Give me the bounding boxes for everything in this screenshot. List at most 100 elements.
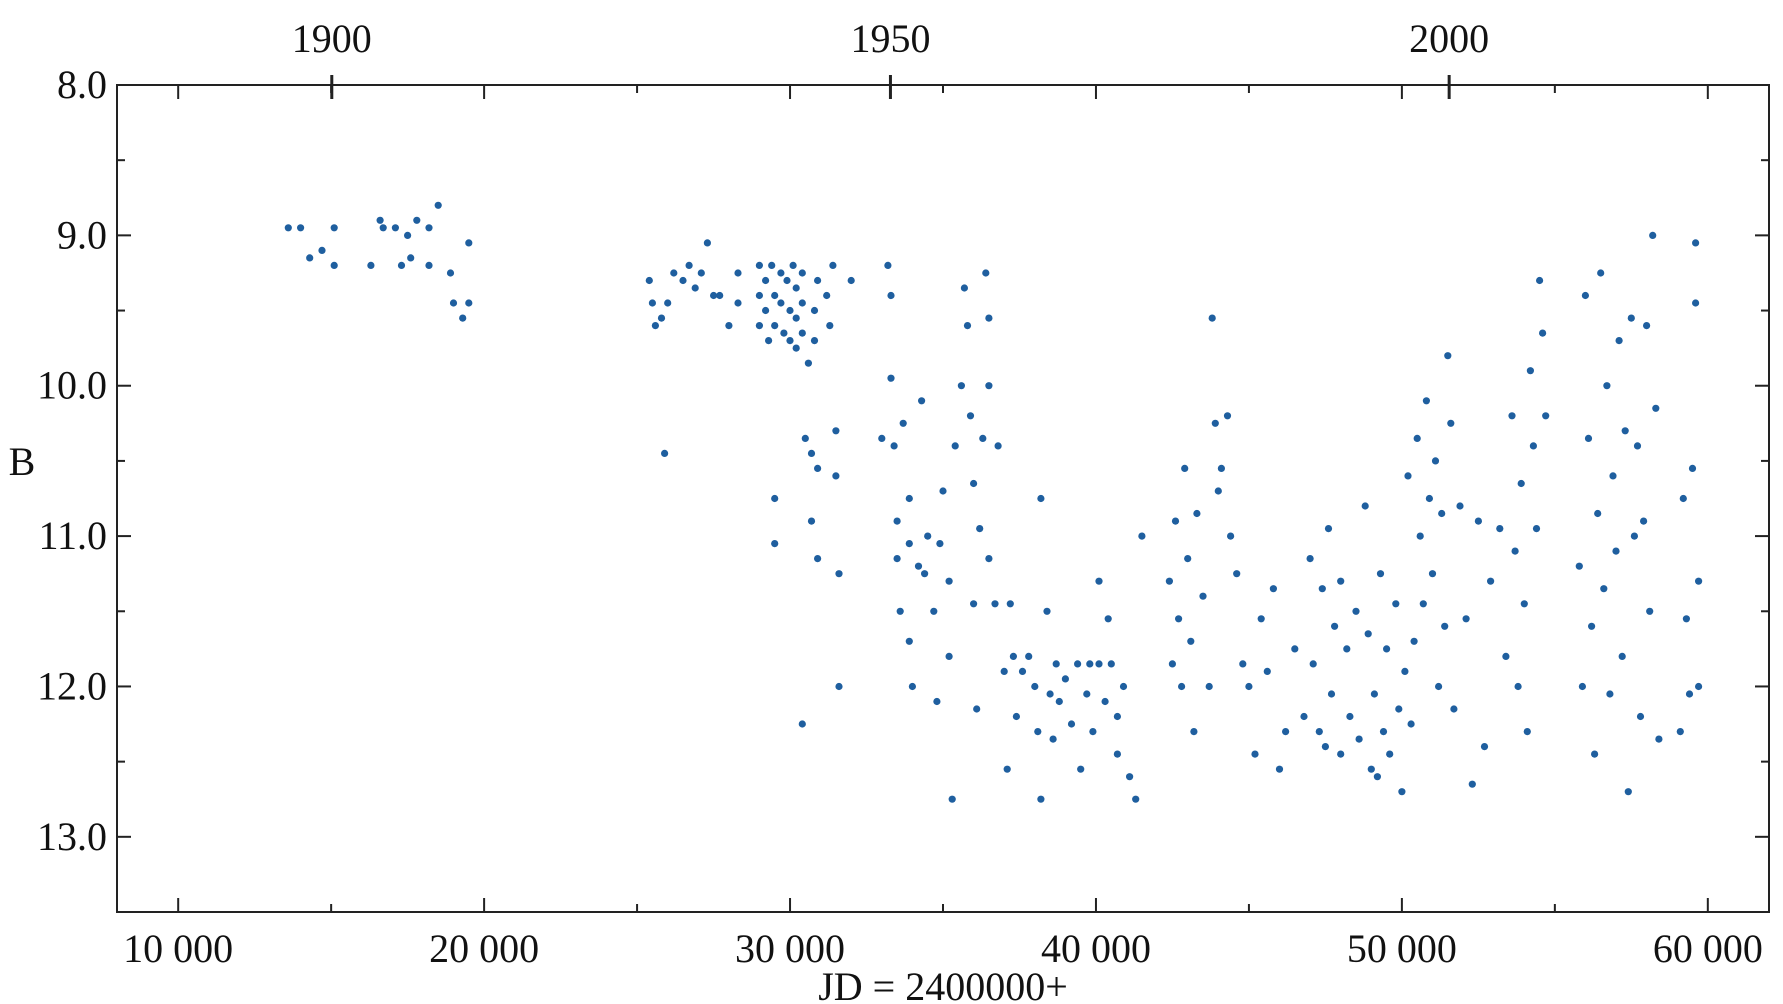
data-point bbox=[1679, 494, 1687, 503]
data-point bbox=[1441, 622, 1449, 630]
data-point bbox=[661, 449, 669, 457]
data-point bbox=[908, 682, 917, 691]
data-point bbox=[765, 337, 773, 345]
data-point bbox=[425, 224, 433, 232]
data-point bbox=[1468, 780, 1476, 788]
data-point bbox=[1646, 607, 1654, 615]
data-point bbox=[823, 291, 831, 300]
data-point bbox=[905, 494, 913, 503]
data-point bbox=[755, 291, 764, 300]
data-point bbox=[835, 570, 843, 578]
data-point bbox=[1003, 765, 1011, 773]
data-point bbox=[1300, 712, 1308, 721]
data-point bbox=[933, 697, 941, 706]
data-point bbox=[777, 269, 785, 277]
data-point bbox=[810, 306, 819, 315]
data-point bbox=[939, 487, 947, 495]
data-point bbox=[1006, 600, 1014, 608]
data-point bbox=[1190, 728, 1198, 736]
data-point bbox=[1208, 314, 1216, 322]
data-point bbox=[1438, 509, 1446, 518]
data-point bbox=[1346, 712, 1354, 721]
data-point bbox=[710, 291, 718, 300]
data-point bbox=[792, 314, 800, 322]
data-point bbox=[1318, 585, 1326, 593]
y-tick-label: 13.0 bbox=[37, 814, 107, 859]
data-point bbox=[1168, 660, 1176, 668]
data-point bbox=[899, 419, 907, 427]
data-point bbox=[1682, 615, 1690, 623]
data-point bbox=[459, 314, 467, 322]
data-point bbox=[404, 231, 412, 239]
data-point bbox=[1217, 464, 1225, 472]
data-point bbox=[945, 577, 953, 585]
data-point bbox=[1370, 690, 1378, 698]
data-point bbox=[1536, 276, 1544, 285]
data-point bbox=[771, 540, 779, 548]
data-point bbox=[798, 269, 806, 277]
data-point bbox=[905, 540, 913, 548]
data-point bbox=[1025, 652, 1033, 661]
data-point bbox=[1508, 412, 1516, 420]
data-point bbox=[814, 555, 822, 563]
data-point bbox=[792, 344, 800, 352]
data-point bbox=[786, 306, 794, 315]
data-point bbox=[994, 442, 1002, 450]
x-tick-label: 10 000 bbox=[123, 926, 233, 971]
data-point bbox=[1269, 585, 1277, 593]
data-point bbox=[1324, 525, 1333, 533]
data-point bbox=[679, 276, 687, 285]
data-point bbox=[284, 224, 292, 232]
data-point bbox=[1257, 615, 1265, 623]
data-point bbox=[1055, 697, 1063, 706]
data-point bbox=[1052, 660, 1060, 668]
data-point bbox=[306, 254, 314, 262]
data-point bbox=[1480, 743, 1489, 751]
data-point bbox=[1575, 562, 1583, 570]
data-point bbox=[1337, 750, 1345, 758]
data-point bbox=[810, 337, 819, 345]
data-point bbox=[979, 434, 987, 442]
data-point bbox=[1113, 712, 1121, 721]
data-point bbox=[645, 276, 653, 285]
data-point bbox=[966, 412, 975, 420]
data-point bbox=[1165, 577, 1173, 585]
data-point bbox=[991, 600, 999, 608]
data-point bbox=[755, 322, 764, 330]
data-point bbox=[798, 299, 806, 307]
data-point bbox=[985, 555, 993, 563]
data-point bbox=[1331, 622, 1339, 630]
data-point bbox=[1119, 682, 1128, 691]
y-tick-label: 9.0 bbox=[57, 212, 107, 257]
data-point bbox=[1199, 592, 1207, 600]
data-point bbox=[1383, 645, 1391, 653]
data-point bbox=[1107, 660, 1115, 668]
data-point bbox=[847, 276, 855, 285]
data-point bbox=[1126, 773, 1134, 781]
data-point bbox=[948, 795, 956, 803]
data-point bbox=[664, 299, 672, 307]
data-point bbox=[930, 607, 938, 615]
data-point bbox=[1502, 652, 1510, 661]
data-point bbox=[1685, 690, 1694, 698]
data-point bbox=[297, 224, 305, 232]
data-point bbox=[1692, 299, 1700, 307]
data-point bbox=[425, 261, 433, 269]
data-point bbox=[960, 284, 969, 292]
data-point bbox=[963, 322, 972, 330]
top-year-label: 1900 bbox=[292, 16, 372, 61]
data-point bbox=[1621, 427, 1629, 435]
data-point bbox=[1043, 607, 1051, 615]
data-points bbox=[284, 201, 1703, 803]
data-point bbox=[1175, 615, 1183, 623]
data-point bbox=[924, 532, 932, 540]
data-point bbox=[1227, 532, 1235, 540]
data-point bbox=[762, 306, 770, 315]
y-axis-title: B bbox=[9, 439, 36, 484]
data-point bbox=[896, 607, 904, 615]
data-point bbox=[1633, 442, 1642, 450]
data-point bbox=[801, 434, 809, 442]
data-point bbox=[1496, 525, 1504, 533]
data-point bbox=[835, 682, 843, 691]
